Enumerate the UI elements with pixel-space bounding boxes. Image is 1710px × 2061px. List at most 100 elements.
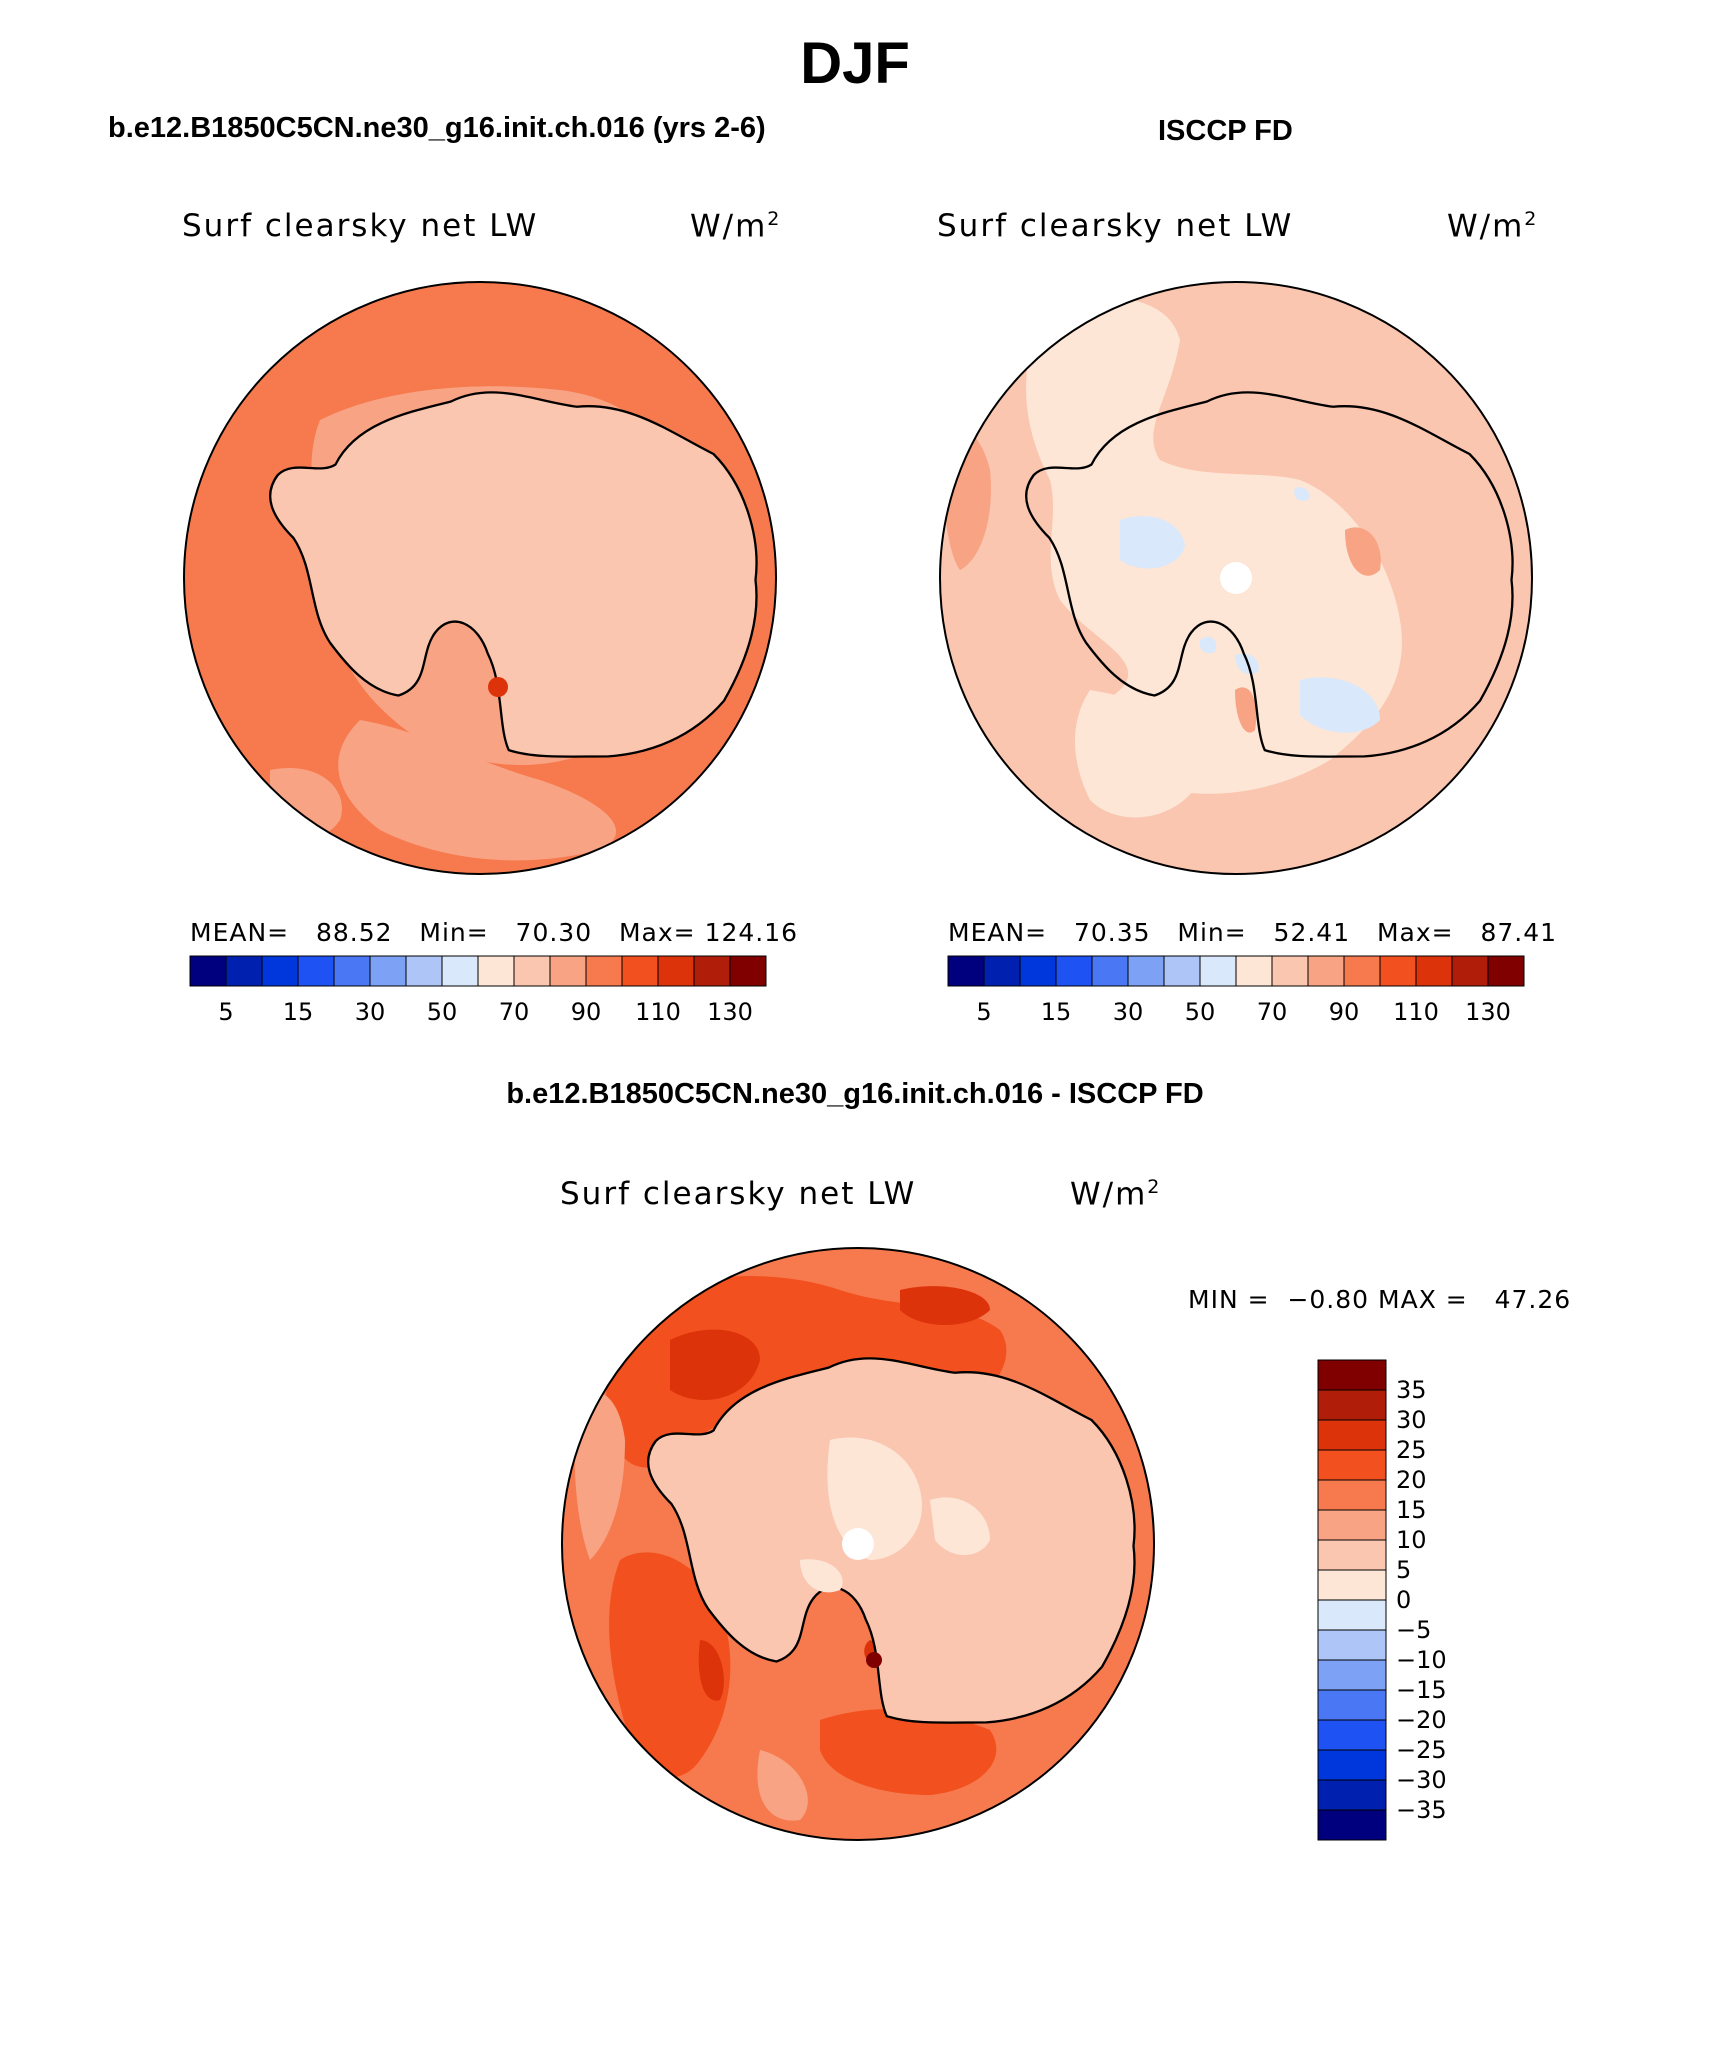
obs-colorbar-tick-label: 5 xyxy=(976,998,991,1026)
obs-colorbar-box xyxy=(1379,955,1417,987)
diff-colorbar-box xyxy=(1317,1569,1387,1601)
obs-colorbar-box xyxy=(1091,955,1129,987)
obs-map-light-contours xyxy=(1026,296,1402,818)
model-panel-heading: b.e12.B1850C5CN.ne30_g16.init.ch.016 (yr… xyxy=(108,112,766,144)
diff-colorbar-box xyxy=(1317,1389,1387,1421)
obs-colorbar-tick-label: 50 xyxy=(1185,998,1216,1026)
model-colorbar-box xyxy=(297,955,335,987)
diff-colorbar-tick-label: 25 xyxy=(1396,1436,1427,1464)
obs-colorbar-box xyxy=(1055,955,1093,987)
diff-colorbar-tick-label: −20 xyxy=(1396,1706,1447,1734)
model-colorbar-tick-label: 5 xyxy=(218,998,233,1026)
diff-colorbar-tick-label: 35 xyxy=(1396,1376,1427,1404)
diff-colorbar-tick-label: −10 xyxy=(1396,1646,1447,1674)
model-colorbar-tick-label: 30 xyxy=(355,998,386,1026)
obs-units-label: W/m2 xyxy=(1447,208,1539,245)
diff-variable-label: Surf clearsky net LW xyxy=(560,1176,917,1212)
model-colorbar-box xyxy=(477,955,515,987)
model-colorbar-tick-label: 110 xyxy=(635,998,681,1026)
diff-colorbar-tick-label: −35 xyxy=(1396,1796,1447,1824)
diff-colorbar-tick-label: −15 xyxy=(1396,1676,1447,1704)
diff-colorbar-tick-label: 20 xyxy=(1396,1466,1427,1494)
model-variable-label: Surf clearsky net LW xyxy=(182,208,539,244)
diff-colorbar-tick-label: 30 xyxy=(1396,1406,1427,1434)
diff-colorbar-tick-label: 0 xyxy=(1396,1586,1411,1614)
model-colorbar-box xyxy=(621,955,659,987)
obs-colorbar-tick-label: 110 xyxy=(1393,998,1439,1026)
model-map xyxy=(183,281,777,875)
season-title: DJF xyxy=(800,31,910,96)
model-colorbar-box xyxy=(225,955,263,987)
model-colorbar-box xyxy=(261,955,299,987)
diff-colorbar-box xyxy=(1317,1719,1387,1751)
model-map-border xyxy=(183,281,777,875)
obs-map-border xyxy=(939,281,1533,875)
diff-stats: MIN = −0.80 MAX = 47.26 xyxy=(1188,1285,1572,1314)
diff-colorbar-box xyxy=(1317,1809,1387,1841)
obs-colorbar-tick-label: 70 xyxy=(1257,998,1288,1026)
obs-map-blue-contours xyxy=(1120,487,1380,733)
model-colorbar-tick-label: 90 xyxy=(571,998,602,1026)
diff-colorbar-tick-label: −5 xyxy=(1396,1616,1431,1644)
obs-colorbar-box xyxy=(947,955,985,987)
diff-colorbar-box xyxy=(1317,1659,1387,1691)
model-colorbar-tick-label: 130 xyxy=(707,998,753,1026)
diff-colorbar-box xyxy=(1317,1359,1387,1391)
model-hotspot xyxy=(488,677,508,697)
model-colorbar-tick-label: 50 xyxy=(427,998,458,1026)
obs-colorbar-box xyxy=(1343,955,1381,987)
obs-colorbar-box xyxy=(1451,955,1489,987)
obs-colorbar-box xyxy=(1307,955,1345,987)
diff-colorbar-box xyxy=(1317,1599,1387,1631)
diff-colorbar-tick-label: 15 xyxy=(1396,1496,1427,1524)
diff-hotspot xyxy=(866,1652,882,1668)
model-stats: MEAN= 88.52 Min= 70.30 Max= 124.16 xyxy=(190,918,799,947)
diff-colorbar-tick-label: −30 xyxy=(1396,1766,1447,1794)
obs-panel-heading: ISCCP FD xyxy=(1158,115,1293,147)
obs-colorbar-box xyxy=(1199,955,1237,987)
model-colorbar-box xyxy=(585,955,623,987)
diff-colorbar-box xyxy=(1317,1539,1387,1571)
diff-colorbar-box xyxy=(1317,1479,1387,1511)
diff-colorbar-box xyxy=(1317,1509,1387,1541)
model-colorbar-box xyxy=(657,955,695,987)
model-colorbar-tick-label: 15 xyxy=(283,998,314,1026)
diff-pole-hole xyxy=(842,1528,874,1560)
diff-colorbar-box xyxy=(1317,1629,1387,1661)
diff-map-dark-contours xyxy=(606,1276,1007,1795)
model-colorbar: 5 15 30 50 70 90 110 130 xyxy=(189,955,767,1026)
obs-map xyxy=(939,281,1533,875)
obs-colorbar: 5 15 30 50 70 90 110 130 xyxy=(947,955,1525,1026)
model-colorbar-box xyxy=(729,955,767,987)
diff-colorbar-tick-label: 5 xyxy=(1396,1556,1411,1584)
diff-map xyxy=(561,1247,1155,1841)
obs-colorbar-box xyxy=(1487,955,1525,987)
model-units-label: W/m2 xyxy=(690,208,782,245)
obs-pole-hole xyxy=(1220,562,1252,594)
obs-colorbar-box xyxy=(983,955,1021,987)
diff-colorbar-box xyxy=(1317,1449,1387,1481)
model-colorbar-box xyxy=(189,955,227,987)
diff-colorbar-box xyxy=(1317,1419,1387,1451)
model-colorbar-box xyxy=(405,955,443,987)
diff-colorbar-box xyxy=(1317,1689,1387,1721)
diff-colorbar-tick-label: −25 xyxy=(1396,1736,1447,1764)
obs-colorbar-box xyxy=(1271,955,1309,987)
obs-colorbar-tick-label: 130 xyxy=(1465,998,1511,1026)
obs-colorbar-box xyxy=(1235,955,1273,987)
obs-colorbar-tick-label: 15 xyxy=(1041,998,1072,1026)
model-colorbar-box xyxy=(369,955,407,987)
model-colorbar-tick-label: 70 xyxy=(499,998,530,1026)
diff-units-label: W/m2 xyxy=(1070,1176,1162,1213)
model-colorbar-box xyxy=(513,955,551,987)
model-colorbar-box xyxy=(441,955,479,987)
diff-colorbar-box xyxy=(1317,1749,1387,1781)
obs-colorbar-box xyxy=(1019,955,1057,987)
obs-colorbar-tick-label: 90 xyxy=(1329,998,1360,1026)
obs-colorbar-tick-label: 30 xyxy=(1113,998,1144,1026)
diff-map-border xyxy=(561,1247,1155,1841)
model-colorbar-box xyxy=(333,955,371,987)
diff-map-darker-contours xyxy=(670,1286,990,1701)
